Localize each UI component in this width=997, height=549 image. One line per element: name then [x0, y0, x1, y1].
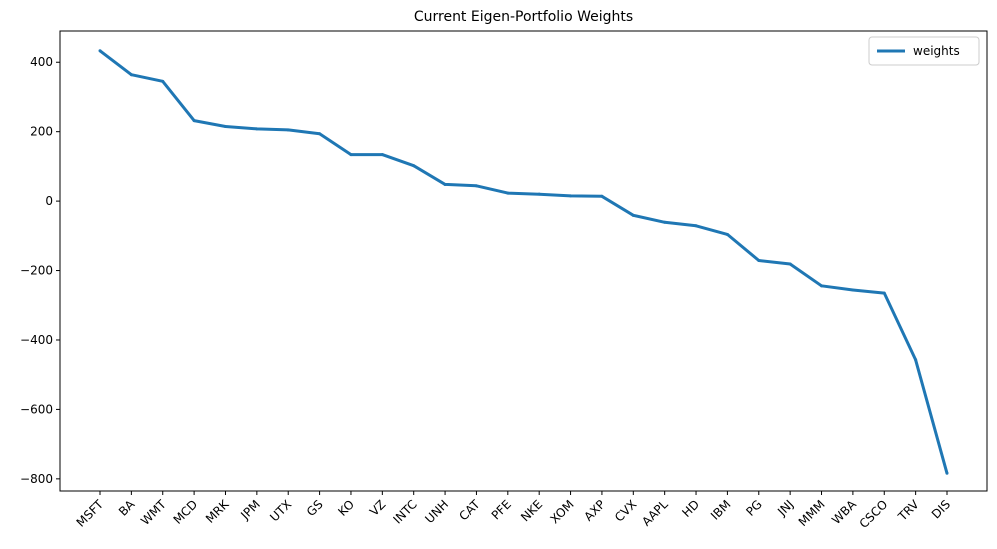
data-point-UTX [286, 128, 290, 132]
data-point-KO [349, 153, 353, 157]
data-point-TRV [914, 358, 918, 362]
x-tick-label: VZ [367, 497, 389, 519]
x-tick-label: CSCO [857, 497, 891, 531]
x-tick-label: CAT [456, 497, 483, 524]
chart-title: Current Eigen-Portfolio Weights [414, 9, 633, 25]
x-tick-label: JPM [237, 497, 263, 523]
legend-box [868, 36, 980, 66]
x-tick-label: DIS [929, 497, 953, 521]
y-tick-label: −600 [20, 402, 53, 416]
x-tick-label: MSFT [74, 497, 107, 530]
x-tick-label: XOM [547, 497, 576, 526]
x-tick-label: GS [304, 497, 326, 519]
x-tick-label: PG [743, 497, 765, 519]
data-point-PFE [506, 191, 510, 195]
data-point-JPM [255, 127, 259, 131]
data-point-WMT [161, 79, 165, 83]
x-tick-label: AAPL [639, 497, 671, 529]
x-tick-label: UNH [422, 497, 451, 526]
legend-label-weights: weights [913, 44, 960, 58]
x-tick-label: INTC [390, 497, 419, 526]
data-point-PG [757, 258, 761, 262]
x-tick-label: KO [335, 497, 357, 519]
data-point-DIS [945, 471, 949, 475]
x-tick-label: HD [679, 497, 702, 520]
data-point-BA [129, 73, 133, 77]
x-tick-label: PFE [489, 497, 514, 522]
y-tick-label: 0 [45, 194, 53, 208]
data-point-AXP [600, 194, 604, 198]
y-tick-label: −400 [20, 333, 53, 347]
y-tick-label: 200 [30, 125, 53, 139]
x-tick-label: IBM [708, 497, 734, 523]
x-tick-label: JNJ [774, 497, 796, 519]
data-point-INTC [412, 164, 416, 168]
x-tick-label: MMM [796, 497, 828, 529]
series-line-weights [99, 49, 949, 474]
x-tick-label: CVX [612, 497, 639, 524]
data-point-UNH [443, 182, 447, 186]
x-tick-label: WMT [138, 497, 169, 528]
x-tick-label: MCD [171, 497, 201, 527]
x-tick-label: WBA [829, 497, 859, 527]
data-point-NKE [537, 192, 541, 196]
data-point-XOM [569, 194, 573, 198]
x-tick-label: AXP [581, 497, 608, 524]
legend: weights [868, 36, 980, 66]
data-point-CAT [474, 184, 478, 188]
data-point-CSCO [882, 291, 886, 295]
data-point-AAPL [663, 220, 667, 224]
x-tick-label: NKE [518, 497, 545, 524]
y-tick-label: 400 [30, 55, 53, 69]
plot-area: 400 200 0 −200 −400 −600 −800 MSFT BA WMT MCD MRK JP… [20, 49, 953, 531]
data-point-MMM [820, 284, 824, 288]
plot-frame [59, 30, 988, 492]
data-point-HD [694, 224, 698, 228]
data-point-VZ [380, 153, 384, 157]
data-point-MCD [192, 119, 196, 123]
x-tick-label: MRK [203, 496, 232, 525]
data-point-WBA [851, 288, 855, 292]
data-point-IBM [725, 232, 729, 236]
x-tick-label: BA [116, 497, 138, 519]
y-tick-label: −800 [20, 472, 53, 486]
data-point-GS [318, 132, 322, 136]
data-point-MSFT [98, 49, 102, 53]
data-point-JNJ [788, 262, 792, 266]
y-tick-label: −200 [20, 264, 53, 278]
x-tick-label: TRV [895, 497, 923, 525]
data-point-CVX [631, 213, 635, 217]
data-point-MRK [223, 124, 227, 128]
x-tick-label: UTX [267, 497, 294, 524]
